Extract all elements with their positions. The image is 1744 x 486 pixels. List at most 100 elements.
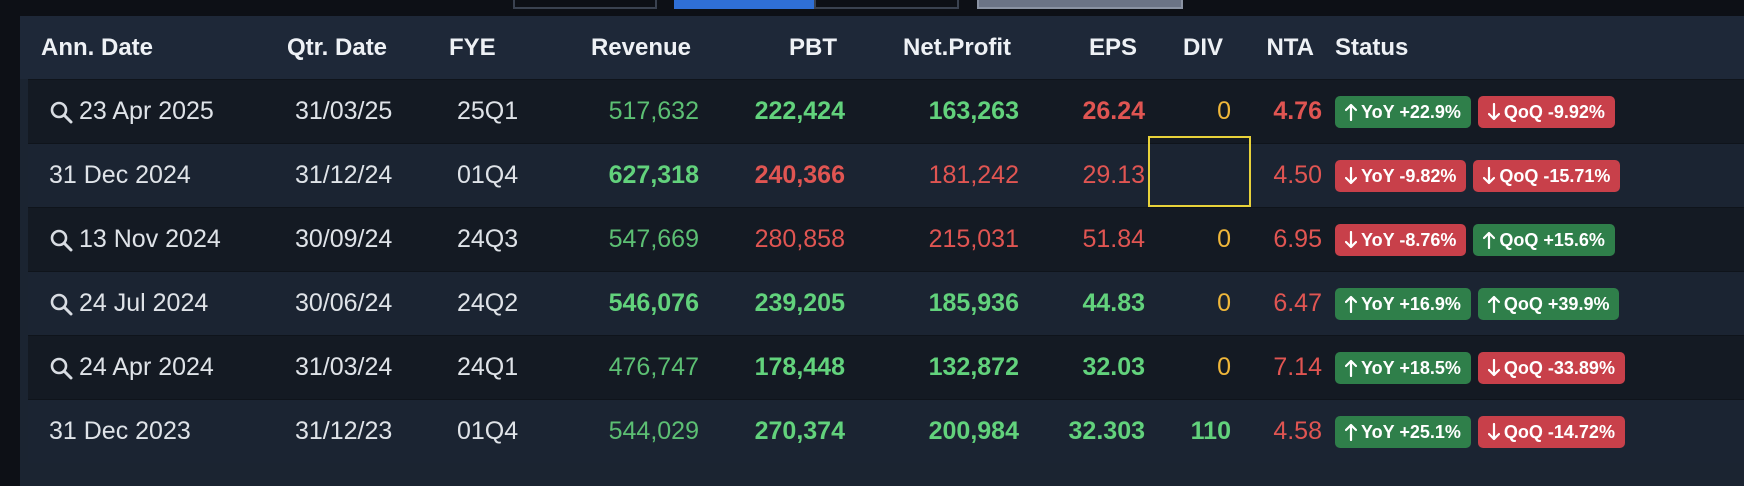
ann-date: 24 Apr 2024: [49, 336, 214, 399]
eps: 26.24: [1082, 97, 1145, 125]
revenue: 544,029: [608, 417, 699, 445]
net-profit: 181,242: [928, 161, 1019, 189]
qoq-badge: QoQ -15.71%: [1473, 159, 1621, 192]
qtr-date: 30/06/24: [295, 289, 393, 317]
header-cell: Ann. Date: [41, 34, 154, 61]
nta: 4.50: [1273, 161, 1322, 189]
search-icon[interactable]: [49, 292, 73, 316]
search-icon[interactable]: [49, 228, 73, 252]
qoq-text: QoQ -9.92%: [1503, 101, 1605, 122]
ann-date: 31 Dec 2024: [49, 144, 191, 207]
ann-date: 13 Nov 2024: [49, 208, 221, 271]
arrow-icon: [1345, 230, 1357, 248]
yoy-badge: YoY -8.76%: [1335, 223, 1467, 256]
tab-active[interactable]: [674, 0, 814, 9]
tab-box[interactable]: [513, 0, 657, 9]
revenue: 476,747: [608, 353, 699, 381]
arrow-icon: [1345, 103, 1357, 121]
div: 0: [1217, 289, 1231, 317]
qoq-text: QoQ -33.89%: [1503, 357, 1615, 378]
eps: 44.83: [1082, 289, 1145, 317]
search-icon[interactable]: [49, 100, 73, 124]
ann-date-text: 13 Nov 2024: [79, 225, 221, 253]
net-profit: 215,031: [928, 225, 1019, 253]
pbt: 240,366: [754, 161, 845, 189]
pbt: 222,424: [754, 97, 845, 125]
fye: 01Q4: [457, 161, 519, 189]
revenue: 627,318: [608, 161, 699, 189]
header-cell: Qtr. Date: [287, 34, 388, 61]
qtr-date: 31/03/24: [295, 353, 393, 381]
nta: 4.76: [1273, 97, 1322, 125]
qtr-date: 30/09/24: [295, 225, 393, 253]
eps: 29.13: [1082, 161, 1145, 189]
ann-date: 23 Apr 2025: [49, 80, 214, 143]
ann-date: 24 Jul 2024: [49, 272, 208, 335]
yoy-text: YoY -9.82%: [1361, 165, 1457, 186]
eps: 51.84: [1082, 225, 1145, 253]
nta: 4.58: [1273, 417, 1322, 445]
arrow-icon: [1345, 423, 1357, 441]
pbt: 178,448: [754, 353, 845, 381]
yoy-text: YoY +16.9%: [1361, 293, 1461, 314]
table-row: 13 Nov 2024 30/09/24 24Q3 547,669 280,858 215…: [28, 207, 1744, 271]
qoq-badge: QoQ +15.6%: [1473, 223, 1615, 256]
pbt: 270,374: [754, 417, 845, 445]
qoq-badge: QoQ -9.92%: [1477, 95, 1615, 128]
eps: 32.303: [1068, 417, 1145, 445]
yoy-text: YoY +25.1%: [1361, 421, 1461, 442]
yoy-badge: YoY +25.1%: [1335, 415, 1471, 448]
fye: 24Q3: [457, 225, 519, 253]
header-cell: PBT: [789, 34, 837, 61]
select-box[interactable]: [977, 0, 1183, 9]
header-cell: Net.Profit: [903, 34, 1011, 61]
qoq-text: QoQ -15.71%: [1499, 165, 1611, 186]
status: YoY -8.76% QoQ +15.6%: [1335, 208, 1615, 271]
qtr-date: 31/12/23: [295, 417, 393, 445]
arrow-icon: [1487, 358, 1500, 376]
qoq-badge: QoQ -14.72%: [1477, 415, 1625, 448]
ann-date-text: 31 Dec 2023: [49, 417, 191, 445]
arrow-icon: [1345, 295, 1357, 313]
qoq-badge: QoQ -33.89%: [1477, 351, 1625, 384]
header-cell: Status: [1335, 34, 1409, 61]
ann-date-text: 24 Apr 2024: [79, 353, 214, 381]
div: 110: [1190, 417, 1231, 445]
header-cell: FYE: [449, 34, 496, 61]
qoq-badge: QoQ +39.9%: [1477, 287, 1620, 320]
arrow-icon: [1487, 102, 1500, 120]
ann-date-text: 23 Apr 2025: [79, 97, 214, 125]
fye: 24Q2: [457, 289, 519, 317]
table-row: 23 Apr 2025 31/03/25 25Q1 517,632 222,424 163…: [28, 79, 1744, 143]
arrow-icon: [1483, 231, 1496, 249]
eps: 32.03: [1082, 353, 1145, 381]
yoy-text: YoY +18.5%: [1361, 357, 1461, 378]
yoy-text: YoY +22.9%: [1361, 101, 1461, 122]
table-row: 31 Dec 2024 31/12/24 01Q4 627,318 240,366 181…: [28, 143, 1744, 207]
yoy-badge: YoY +18.5%: [1335, 351, 1471, 384]
nta: 7.14: [1273, 353, 1322, 381]
net-profit: 132,872: [928, 353, 1019, 381]
ann-date-text: 24 Jul 2024: [79, 289, 209, 317]
table: Ann. Date Qtr. Date FYE Revenue PBT Net.…: [20, 16, 1744, 486]
table-header: Ann. Date Qtr. Date FYE Revenue PBT Net.…: [20, 16, 1744, 79]
qtr-date: 31/03/25: [295, 97, 393, 125]
revenue: 546,076: [608, 289, 699, 317]
header-cell: EPS: [1088, 34, 1137, 61]
status: YoY +18.5% QoQ -33.89%: [1335, 336, 1625, 399]
header-cell: Revenue: [590, 34, 691, 61]
tab[interactable]: [814, 0, 959, 9]
pbt: 280,858: [754, 225, 845, 253]
arrow-icon: [1345, 359, 1357, 377]
qtr-date: 31/12/24: [295, 161, 393, 189]
qoq-text: QoQ -14.72%: [1503, 421, 1615, 442]
page: Ann. Date Qtr. Date FYE Revenue PBT Net.…: [20, 0, 1744, 486]
net-profit: 163,263: [928, 97, 1019, 125]
fye: 25Q1: [457, 97, 519, 125]
nta: 6.47: [1273, 289, 1322, 317]
search-icon[interactable]: [49, 356, 73, 380]
qoq-text: QoQ +39.9%: [1503, 293, 1610, 314]
header-cell: DIV: [1182, 34, 1223, 61]
yoy-badge: YoY +22.9%: [1335, 95, 1471, 128]
yoy-text: YoY -8.76%: [1361, 229, 1457, 250]
